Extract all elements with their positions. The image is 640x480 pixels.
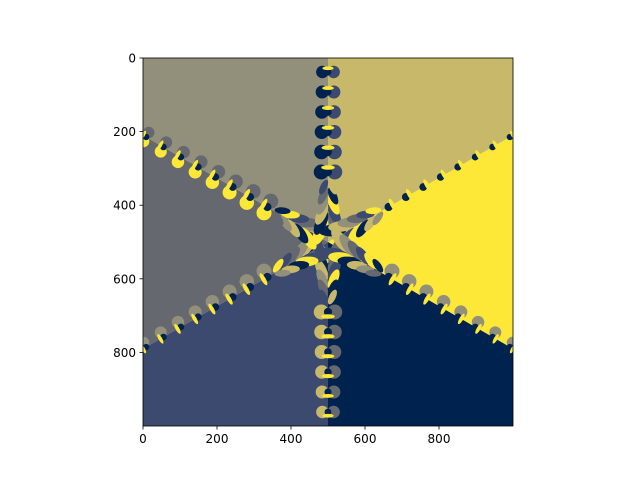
x-tick-label: 400	[280, 432, 303, 446]
bulb-highlight	[321, 374, 335, 379]
basin-lower-right	[328, 242, 513, 426]
bulb-core	[323, 167, 333, 177]
y-tick-label: 600	[113, 272, 136, 286]
bulb-highlight	[157, 334, 164, 344]
bulb-highlight	[259, 198, 268, 211]
plot-frame	[142, 57, 514, 427]
bulb-highlight	[388, 273, 397, 286]
bulb-core	[323, 307, 333, 317]
bulb-highlight	[225, 293, 233, 305]
bulb-core	[324, 348, 332, 356]
x-tick-label: 200	[206, 432, 229, 446]
y-tick-label: 0	[128, 52, 136, 66]
bulb-highlight	[492, 140, 499, 150]
petal	[272, 211, 284, 226]
bulb-highlight	[259, 273, 268, 286]
bulb-core	[324, 408, 332, 416]
bulb-highlight	[321, 105, 335, 110]
bulb-highlight	[423, 179, 431, 191]
bulb-highlight	[322, 66, 334, 71]
petal	[327, 289, 337, 305]
bulb-highlight	[321, 314, 335, 319]
bulb-highlight	[191, 159, 199, 171]
petal	[316, 195, 329, 215]
y-tick-label: 800	[113, 346, 136, 360]
bulb-highlight	[405, 283, 414, 295]
bulb-highlight	[321, 145, 335, 150]
y-axis: 0 200 400 600 800	[113, 52, 143, 360]
petal	[327, 279, 339, 297]
petal	[317, 279, 329, 297]
basin-left	[143, 135, 328, 349]
bulb-highlight	[440, 303, 448, 315]
petal	[372, 211, 384, 226]
bulb-highlight	[242, 189, 251, 201]
bulb-core	[324, 108, 332, 116]
fractal-arm-5	[318, 228, 513, 358]
bulb-highlight	[457, 313, 465, 325]
bulb-highlight	[225, 179, 233, 191]
bulb-highlight	[423, 293, 431, 305]
petal	[274, 207, 291, 215]
petal	[327, 179, 337, 195]
bulb-highlight	[208, 169, 216, 181]
petal	[365, 207, 382, 215]
bulb-highlight	[322, 413, 334, 418]
petal	[317, 187, 329, 205]
basin-right	[328, 135, 513, 349]
y-tick-label: 200	[113, 125, 136, 139]
bulb-highlight	[457, 159, 465, 171]
x-axis: 0 200 400 600 800	[139, 426, 450, 446]
fractal-arm-2	[143, 126, 338, 256]
bulb-highlight	[208, 303, 216, 315]
bulb-core	[324, 128, 332, 136]
bulb-highlight	[174, 150, 181, 161]
bulb-core	[324, 328, 332, 336]
x-tick-label: 600	[354, 432, 377, 446]
petal	[274, 269, 291, 277]
fractal-arm-1	[143, 228, 338, 358]
bulb-highlight	[475, 150, 482, 161]
bulb-core	[324, 148, 332, 156]
bulb-highlight	[321, 354, 335, 359]
bulb-core	[324, 88, 332, 96]
bulb-highlight	[321, 165, 335, 170]
bulb-highlight	[242, 283, 251, 295]
x-tick-label: 0	[139, 432, 147, 446]
petal	[319, 179, 329, 195]
bulb-highlight	[322, 393, 334, 398]
bulb-highlight	[492, 334, 499, 344]
bulb-highlight	[388, 198, 397, 211]
petal	[327, 269, 340, 289]
basin-lower-left	[143, 242, 328, 426]
bulb-core	[324, 388, 332, 396]
bulb-highlight	[191, 313, 199, 325]
y-tick-label: 400	[113, 199, 136, 213]
bulb-highlight	[321, 125, 335, 130]
bulb-highlight	[157, 140, 164, 150]
basin-top-right	[328, 58, 513, 242]
bulb-highlight	[174, 323, 181, 334]
bulb-core	[324, 68, 332, 76]
petal	[319, 289, 329, 305]
petal	[365, 269, 382, 277]
bulb-highlight	[440, 169, 448, 181]
petal	[316, 269, 329, 289]
bulb-highlight	[475, 323, 482, 334]
basin-upper-left	[143, 58, 328, 242]
petal	[372, 258, 384, 273]
petal	[272, 258, 284, 273]
bulb-highlight	[321, 334, 335, 339]
x-tick-label: 800	[428, 432, 451, 446]
bulb-highlight	[405, 189, 414, 201]
petal	[327, 187, 339, 205]
bulb-highlight	[322, 86, 334, 91]
bulb-core	[324, 368, 332, 376]
petal	[327, 195, 340, 215]
